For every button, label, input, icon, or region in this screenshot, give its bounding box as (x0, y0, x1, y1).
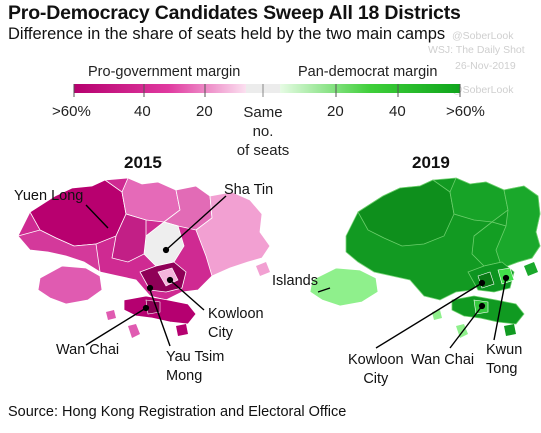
label-islands-2019: Islands (272, 273, 318, 289)
map-2019 (309, 177, 541, 338)
district-sai-kung-2015 (195, 191, 271, 277)
label-yau-tsim-mong-2015-line-1: Yau Tsim (166, 349, 225, 365)
legend-tick-pro-40: 40 (134, 103, 151, 120)
district-sha-tin-2015 (143, 221, 185, 267)
legend-center-line-2: of seats (236, 142, 290, 159)
map-2015 (17, 177, 271, 338)
label-wan-chai-2019: Wan Chai (411, 352, 475, 368)
label-kwun-tong-2019: Kwun Tong (486, 341, 522, 379)
legend-tick-pro-60: >60% (52, 103, 91, 120)
source-note: Source: Hong Kong Registration and Elect… (8, 404, 347, 420)
page-title: Pro-Democracy Candidates Sweep All 18 Di… (8, 2, 461, 24)
legend-center-label: Same no. of seats (231, 103, 295, 160)
island-small-2019 (432, 310, 442, 320)
label-kowloon-city-2015-line-2: City (208, 325, 233, 341)
legend-center-line-1: Same no. (243, 104, 283, 140)
island-south-2019 (504, 324, 516, 336)
watermark-handle: @SoberLook (452, 30, 514, 42)
island-small-2015 (106, 310, 116, 320)
legend-tick-pan-20: 20 (327, 103, 344, 120)
district-tsuen-wan-2015 (111, 213, 147, 263)
label-kowloon-city-2019-line-2: City (363, 371, 389, 387)
district-north-2019 (449, 177, 509, 223)
island-lamma-2015 (128, 324, 140, 338)
map-2019-year: 2019 (412, 153, 450, 172)
label-kowloon-city-2015: Kowloon City (208, 305, 264, 343)
island-south-2015 (176, 324, 188, 336)
label-kowloon-city-2019: Kowloon City (348, 351, 404, 389)
watermark-handle-2: @SoberLook (452, 84, 514, 96)
district-kowloon-city-2015 (157, 267, 179, 287)
island-east-2019 (524, 262, 538, 276)
map-2015-pointers (85, 195, 227, 347)
label-sha-tin-2015: Sha Tin (224, 182, 274, 198)
legend-title-pro-government: Pro-government margin (88, 64, 241, 80)
legend-title-pan-democrat: Pan-democrat margin (298, 64, 438, 80)
legend-tick-pro-20: 20 (196, 103, 213, 120)
label-yau-tsim-mong-2015-line-2: Mong (166, 368, 203, 384)
legend-color-bar (73, 84, 461, 97)
label-wan-chai-2015: Wan Chai (56, 342, 120, 358)
legend-tick-pan-60: >60% (446, 103, 485, 120)
district-islands-2015 (37, 265, 103, 305)
island-east-2015 (256, 262, 270, 276)
watermark-date: 26-Nov-2019 (455, 60, 516, 72)
district-tuen-mun-2015 (17, 229, 101, 273)
label-kowloon-city-2019-line-1: Kowloon (348, 352, 404, 368)
label-kowloon-city-2015-line-1: Kowloon (208, 306, 264, 322)
label-yau-tsim-mong-2015: Yau Tsim Mong (166, 348, 224, 386)
map-2015-year: 2015 (124, 153, 162, 172)
map-2019-pointers (317, 274, 510, 349)
district-islands-2019 (309, 267, 379, 307)
label-kwun-tong-2019-line-1: Kwun (486, 342, 523, 358)
label-yuen-long-2015: Yuen Long (14, 188, 84, 204)
district-sai-kung-2019 (495, 185, 541, 269)
legend-tick-pan-40: 40 (389, 103, 406, 120)
label-kwun-tong-2019-line-2: Tong (486, 361, 518, 377)
page-subtitle: Difference in the share of seats held by… (8, 25, 446, 43)
watermark-wsj: WSJ: The Daily Shot (428, 44, 525, 56)
